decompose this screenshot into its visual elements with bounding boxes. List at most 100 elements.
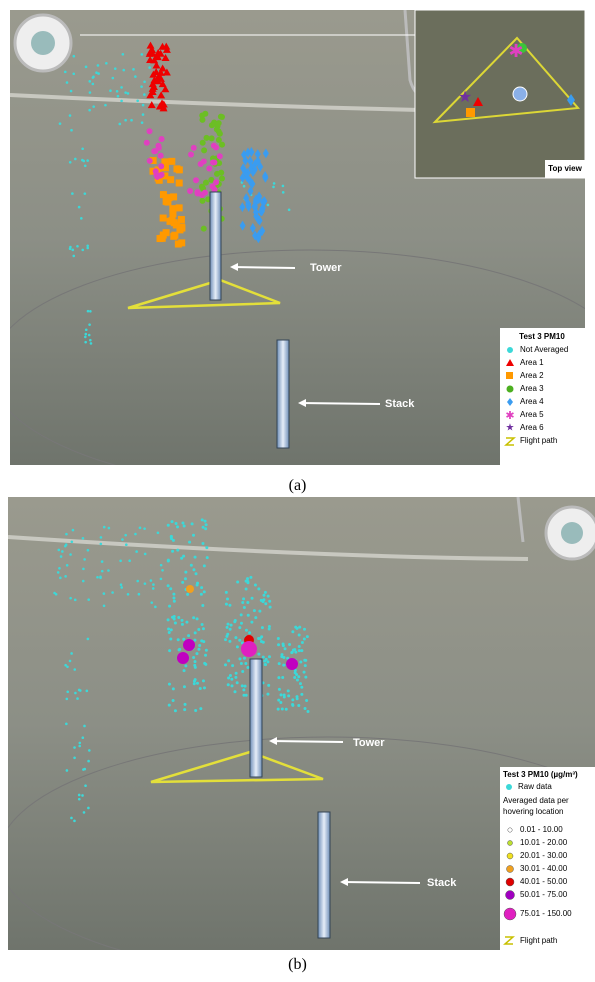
- stack-label: Stack: [385, 398, 415, 410]
- point: [193, 638, 197, 642]
- point: [152, 68, 161, 76]
- legend-symbol: [503, 936, 515, 945]
- point: [277, 643, 281, 647]
- nav-eye[interactable]: [31, 31, 55, 55]
- legend-label: 40.01 - 50.00: [520, 877, 568, 886]
- point: [86, 309, 90, 313]
- point: [219, 114, 226, 121]
- point: [148, 66, 151, 69]
- nav-eye[interactable]: [561, 522, 583, 544]
- point: [143, 93, 146, 96]
- point: [157, 91, 166, 99]
- point: [72, 254, 76, 258]
- point: [231, 664, 235, 668]
- point: [196, 581, 200, 585]
- point: [162, 42, 171, 50]
- point: [245, 202, 252, 213]
- legend-label: 10.01 - 20.00: [520, 838, 568, 847]
- point: [105, 61, 108, 65]
- point: [304, 675, 308, 679]
- point: [263, 590, 267, 594]
- point: [84, 328, 88, 332]
- point: [281, 184, 285, 188]
- point: [208, 135, 215, 142]
- point: [70, 540, 74, 544]
- point: [211, 159, 218, 166]
- point: [87, 333, 91, 337]
- arrowhead: [230, 263, 238, 271]
- point: [294, 625, 298, 629]
- point: [70, 816, 73, 820]
- point: [162, 45, 171, 53]
- point: [192, 682, 196, 686]
- legend-symbol: [506, 359, 514, 366]
- point: [113, 67, 117, 70]
- point: [156, 531, 160, 535]
- point: [66, 690, 70, 694]
- legend-bg: [500, 767, 595, 950]
- inset-label-bg: [545, 160, 585, 178]
- point: [283, 647, 287, 651]
- point: [244, 587, 248, 591]
- point: [176, 226, 184, 234]
- tower-arrow: [270, 740, 344, 743]
- point: [158, 163, 165, 170]
- point: [68, 659, 72, 663]
- point: [242, 597, 246, 601]
- point: [203, 134, 210, 141]
- point: [73, 598, 77, 602]
- point: [272, 185, 275, 189]
- tower-label: Tower: [310, 262, 342, 274]
- point: [57, 548, 61, 552]
- average-point: [286, 658, 298, 670]
- point: [235, 681, 239, 685]
- point: [86, 159, 89, 162]
- point: [280, 653, 284, 657]
- point: [291, 648, 295, 652]
- point: [177, 616, 181, 620]
- point: [202, 179, 209, 186]
- point: [169, 637, 173, 641]
- point: [227, 659, 231, 663]
- point: [128, 559, 131, 562]
- point: [69, 245, 72, 249]
- point: [121, 538, 124, 541]
- point: [158, 135, 165, 142]
- point: [297, 704, 301, 708]
- point: [65, 722, 68, 726]
- point: [201, 603, 205, 607]
- point: [225, 625, 229, 629]
- stack: [317, 811, 331, 939]
- point: [264, 657, 268, 661]
- nav-control[interactable]: [13, 13, 73, 73]
- point: [73, 756, 76, 760]
- point: [176, 525, 180, 529]
- point: [140, 85, 143, 88]
- point: [134, 75, 137, 78]
- point: [124, 533, 127, 537]
- point: [81, 736, 85, 740]
- point: [77, 205, 81, 209]
- point: [152, 61, 161, 69]
- point: [168, 216, 176, 224]
- legend-symbol: [507, 398, 513, 406]
- point: [298, 625, 302, 629]
- point: [64, 663, 67, 667]
- point: [239, 613, 243, 617]
- point: [154, 48, 163, 56]
- point: [170, 520, 174, 524]
- point: [158, 234, 166, 242]
- point: [115, 89, 119, 93]
- point: [169, 210, 177, 218]
- point: [143, 552, 147, 556]
- point: [167, 630, 171, 634]
- nav-control[interactable]: [544, 505, 595, 561]
- point: [240, 684, 244, 688]
- point: [122, 68, 126, 72]
- point: [89, 342, 93, 345]
- point: [146, 128, 153, 135]
- point: [244, 662, 248, 666]
- point: [244, 628, 248, 632]
- point: [210, 142, 217, 149]
- point: [192, 656, 196, 660]
